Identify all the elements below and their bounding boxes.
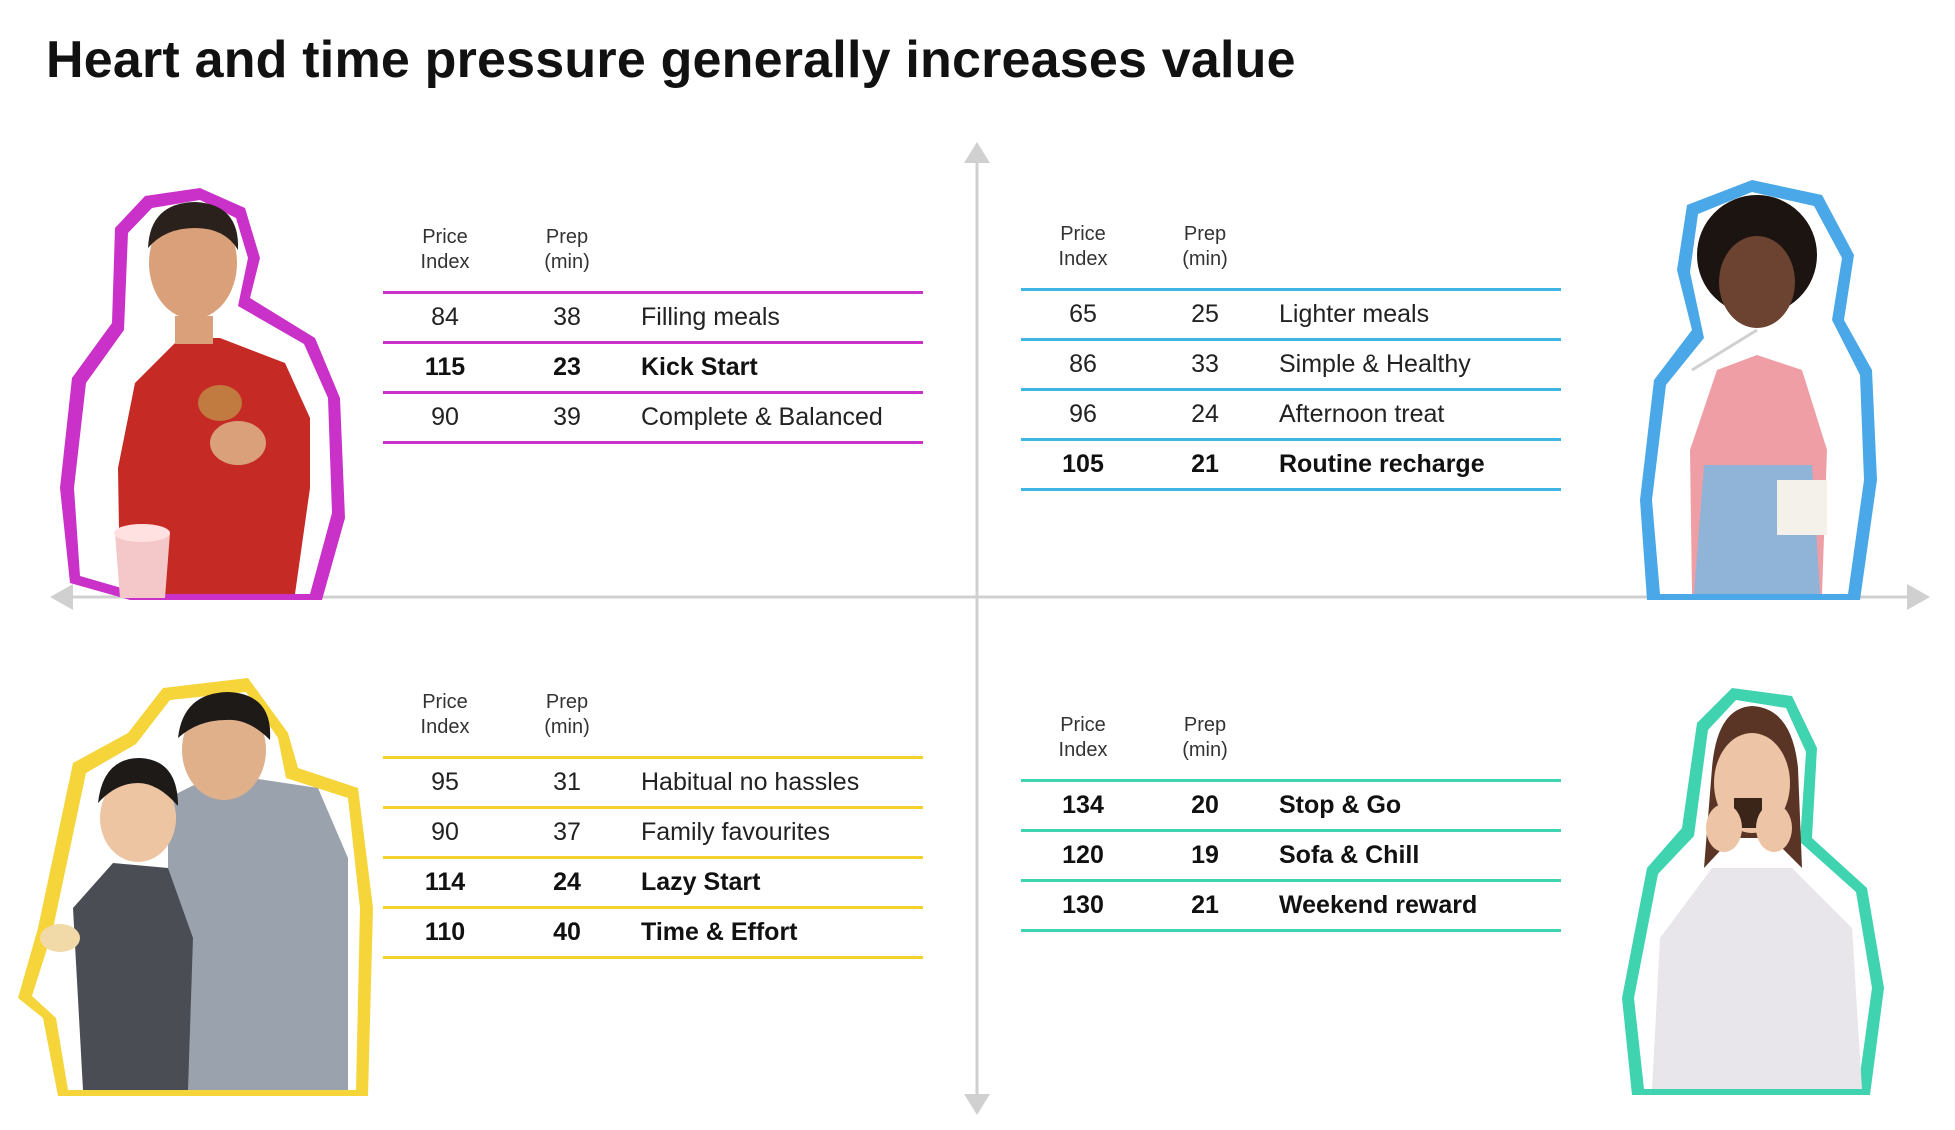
price-index-cell: 96 <box>1069 400 1097 428</box>
prep-time-cell: 31 <box>553 768 581 796</box>
occasion-label: Complete & Balanced <box>641 403 883 431</box>
table-row: 114 24 Lazy Start <box>383 859 923 909</box>
person-father-and-daughter-image <box>18 678 373 1096</box>
price-index-header: Price Index <box>420 691 470 738</box>
table-row: 86 33 Simple & Healthy <box>1021 341 1561 391</box>
arrow-down-icon <box>964 1094 990 1115</box>
prep-time-cell: 38 <box>553 303 581 331</box>
occasion-label: Simple & Healthy <box>1279 350 1471 378</box>
table-row: 90 37 Family favourites <box>383 809 923 859</box>
price-index-cell: 90 <box>431 403 459 431</box>
price-index-cell: 130 <box>1062 891 1104 919</box>
quadrant-bottom-right-table: Price Index Prep (min) 134 20 Stop & Go … <box>1021 713 1561 932</box>
table-row: 90 39 Complete & Balanced <box>383 394 923 444</box>
occasion-label: Afternoon treat <box>1279 400 1445 428</box>
arrow-right-icon <box>1907 584 1930 610</box>
arrow-left-icon <box>50 584 73 610</box>
price-index-cell: 114 <box>424 868 466 896</box>
prep-min-header: Prep (min) <box>544 226 590 273</box>
prep-time-cell: 21 <box>1191 891 1219 919</box>
prep-time-cell: 37 <box>553 818 581 846</box>
table-row: 84 38 Filling meals <box>383 294 923 344</box>
price-index-cell: 84 <box>431 303 459 331</box>
occasion-label: Lighter meals <box>1279 300 1430 328</box>
price-index-cell: 134 <box>1062 791 1104 819</box>
quadrant-top-left-table: Price Index Prep (min) 84 38 Filling mea… <box>383 225 923 444</box>
price-index-cell: 110 <box>424 918 466 946</box>
price-index-cell: 115 <box>424 353 466 381</box>
occasion-label: Stop & Go <box>1279 791 1402 819</box>
price-index-header: Price Index <box>1058 714 1108 761</box>
prep-time-cell: 40 <box>553 918 581 946</box>
table-body: 134 20 Stop & Go 120 19 Sofa & Chill 130… <box>1021 779 1561 932</box>
table-body: 65 25 Lighter meals 86 33 Simple & Healt… <box>1021 288 1561 491</box>
occasion-label: Filling meals <box>641 303 780 331</box>
table-row: 96 24 Afternoon treat <box>1021 391 1561 441</box>
table-row: 120 19 Sofa & Chill <box>1021 832 1561 882</box>
table-row: 105 21 Routine recharge <box>1021 441 1561 491</box>
occasion-label: Weekend reward <box>1279 891 1478 919</box>
arrow-up-icon <box>964 142 990 163</box>
table-row: 95 31 Habitual no hassles <box>383 759 923 809</box>
occasion-label: Sofa & Chill <box>1279 841 1420 869</box>
prep-time-cell: 39 <box>553 403 581 431</box>
price-index-cell: 95 <box>431 768 459 796</box>
price-index-cell: 105 <box>1062 450 1104 478</box>
prep-time-cell: 20 <box>1191 791 1219 819</box>
prep-min-header: Prep (min) <box>544 691 590 738</box>
price-index-cell: 90 <box>431 818 459 846</box>
table-row: 65 25 Lighter meals <box>1021 291 1561 341</box>
quadrant-top-right-table: Price Index Prep (min) 65 25 Lighter mea… <box>1021 222 1561 491</box>
person-man-eating-pastry-image <box>60 188 345 600</box>
prep-time-cell: 23 <box>553 353 581 381</box>
price-index-cell: 65 <box>1069 300 1097 328</box>
occasion-label: Time & Effort <box>641 918 798 946</box>
table-header: Price Index Prep (min) <box>1021 713 1561 779</box>
table-body: 95 31 Habitual no hassles 90 37 Family f… <box>383 756 923 959</box>
price-index-header: Price Index <box>1058 223 1108 270</box>
table-header: Price Index Prep (min) <box>383 225 923 291</box>
table-row: 115 23 Kick Start <box>383 344 923 394</box>
occasion-label: Kick Start <box>641 353 758 381</box>
table-body: 84 38 Filling meals 115 23 Kick Start 90… <box>383 291 923 444</box>
occasion-label: Lazy Start <box>641 868 761 896</box>
prep-time-cell: 25 <box>1191 300 1219 328</box>
price-index-header: Price Index <box>420 226 470 273</box>
occasion-label: Habitual no hassles <box>641 768 860 796</box>
quadrant-bottom-left-table: Price Index Prep (min) 95 31 Habitual no… <box>383 690 923 959</box>
prep-min-header: Prep (min) <box>1182 714 1228 761</box>
price-index-cell: 86 <box>1069 350 1097 378</box>
prep-time-cell: 19 <box>1191 841 1219 869</box>
prep-time-cell: 24 <box>553 868 581 896</box>
page-title: Heart and time pressure generally increa… <box>46 31 1296 89</box>
table-row: 130 21 Weekend reward <box>1021 882 1561 932</box>
price-index-cell: 120 <box>1062 841 1104 869</box>
person-woman-eating-chocolate-image <box>1622 688 1884 1095</box>
table-row: 134 20 Stop & Go <box>1021 782 1561 832</box>
person-woman-eating-noodles-image <box>1640 180 1877 600</box>
prep-time-cell: 21 <box>1191 450 1219 478</box>
occasion-label: Family favourites <box>641 818 830 846</box>
table-header: Price Index Prep (min) <box>1021 222 1561 288</box>
table-header: Price Index Prep (min) <box>383 690 923 756</box>
occasion-label: Routine recharge <box>1279 450 1485 478</box>
prep-time-cell: 33 <box>1191 350 1219 378</box>
prep-time-cell: 24 <box>1191 400 1219 428</box>
prep-min-header: Prep (min) <box>1182 223 1228 270</box>
table-row: 110 40 Time & Effort <box>383 909 923 959</box>
